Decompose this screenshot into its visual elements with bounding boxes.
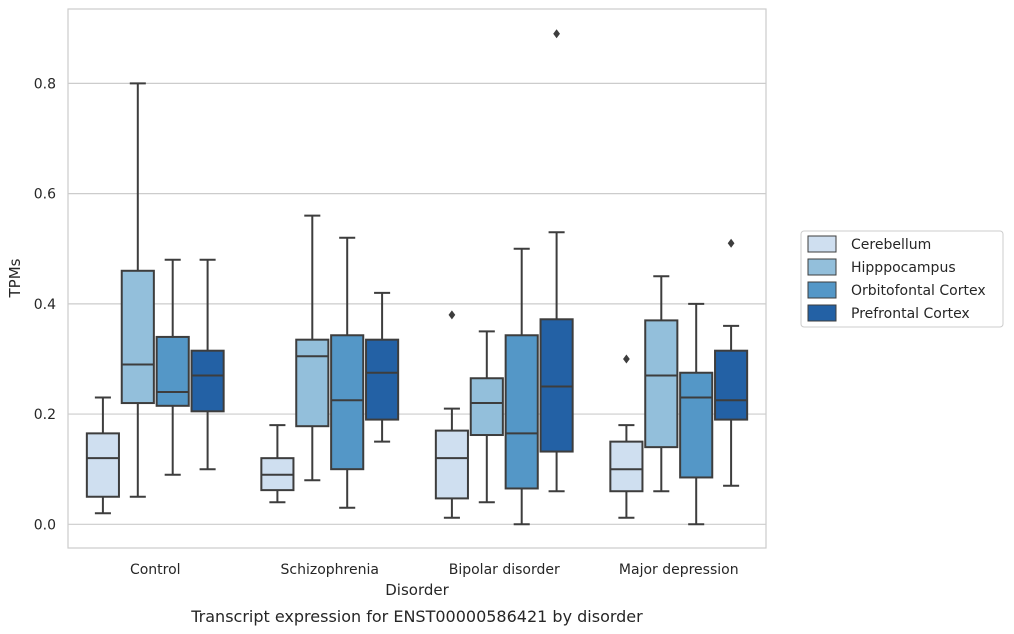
box-body — [190, 349, 225, 413]
box-body — [365, 338, 400, 421]
box-prefrontal-cortex — [714, 238, 749, 487]
box-orbitofontal-cortex — [504, 247, 539, 526]
box-prefrontal-cortex — [365, 291, 400, 443]
box-body — [714, 349, 749, 421]
box-body — [434, 429, 469, 500]
legend-label: Prefrontal Cortex — [851, 306, 970, 322]
legend-label: Orbitofontal Cortex — [851, 283, 986, 299]
box-orbitofontal-cortex — [679, 302, 714, 526]
box-body — [644, 319, 679, 449]
box-hipppocampus — [295, 214, 330, 482]
legend-swatch — [807, 235, 837, 253]
legend-swatch — [807, 281, 837, 299]
box-cerebellum — [434, 310, 469, 519]
outlier-point — [553, 29, 560, 39]
box-cerebellum — [85, 396, 120, 515]
y-tick-label: 0.6 — [34, 187, 56, 203]
legend-swatch — [807, 304, 837, 322]
legend-label: Hipppocampus — [851, 260, 956, 276]
box-orbitofontal-cortex — [330, 236, 365, 509]
box-body — [679, 371, 714, 479]
legend-swatch — [807, 258, 837, 276]
box-body — [120, 269, 155, 405]
box-body — [295, 338, 330, 428]
y-tick-label: 0.2 — [34, 407, 56, 423]
box-body — [85, 432, 120, 498]
y-tick-label: 0.0 — [34, 517, 56, 533]
y-tick-label: 0.4 — [34, 297, 56, 313]
box-prefrontal-cortex — [190, 258, 225, 471]
boxes-layer — [85, 29, 749, 526]
y-tick-labels: 0.0 0.2 0.4 0.6 0.8 — [34, 76, 56, 533]
x-tick-labels: Control Schizophrenia Bipolar disorder Majo… — [130, 562, 739, 578]
legend: Cerebellum Hipppocampus Orbitofontal Corte… — [800, 230, 1004, 328]
plot-frame — [67, 8, 767, 549]
x-tick-label: Major depression — [619, 562, 739, 578]
box-body — [609, 440, 644, 493]
chart-caption: Transcript expression for ENST0000058642… — [190, 607, 643, 626]
box-cerebellum — [260, 424, 295, 504]
box-prefrontal-cortex — [539, 29, 574, 493]
x-tick-label: Schizophrenia — [281, 562, 379, 578]
x-tick-label: Bipolar disorder — [449, 562, 560, 578]
outlier-point — [727, 238, 735, 248]
box-orbitofontal-cortex — [155, 258, 190, 476]
box-body — [504, 334, 539, 490]
box-body — [155, 335, 190, 407]
box-body — [330, 334, 365, 471]
box-hipppocampus — [644, 275, 679, 493]
outlier-point — [623, 354, 630, 364]
y-tick-label: 0.8 — [34, 76, 56, 92]
legend-frame — [800, 230, 1004, 328]
y-axis-label: TPMs — [6, 258, 24, 298]
box-body — [469, 377, 504, 437]
x-axis-label: Disorder — [385, 581, 449, 599]
box-hipppocampus — [120, 82, 155, 498]
box-cerebellum — [609, 354, 644, 519]
box-body — [539, 318, 574, 453]
legend-label: Cerebellum — [851, 237, 931, 253]
box-hipppocampus — [469, 330, 504, 504]
outlier-point — [448, 310, 456, 320]
x-tick-label: Control — [130, 562, 181, 578]
